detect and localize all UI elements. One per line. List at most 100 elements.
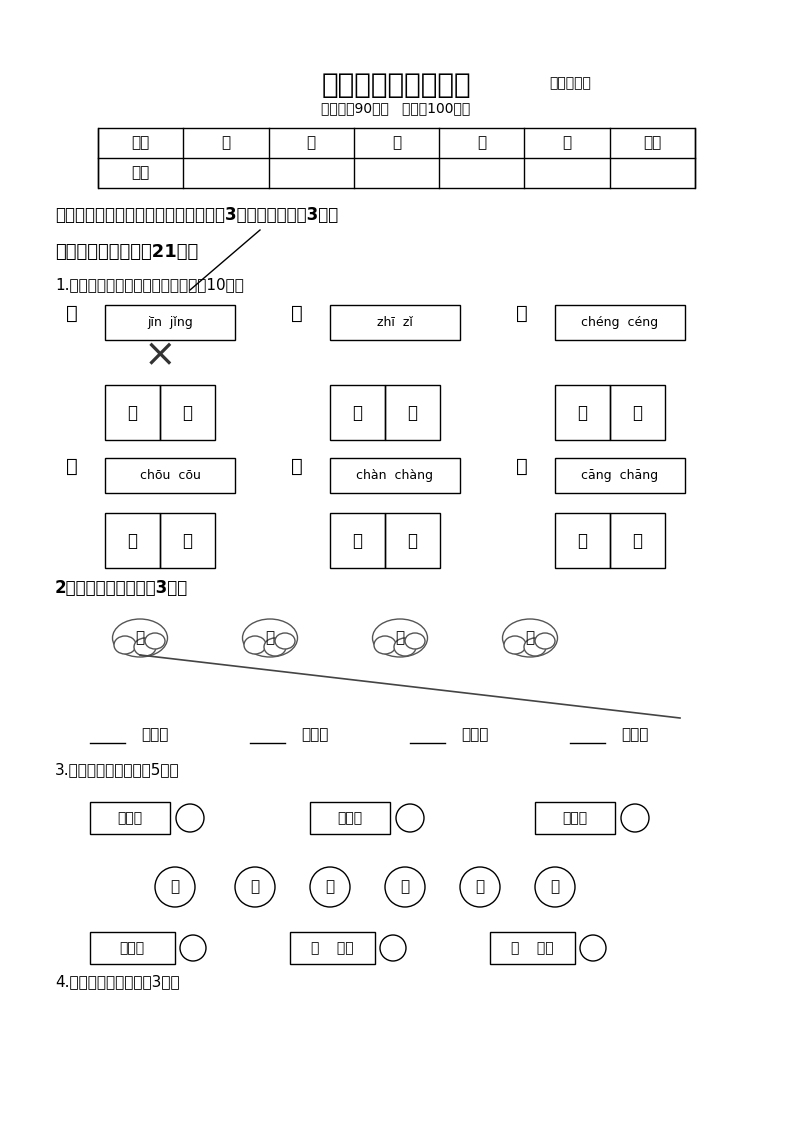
Bar <box>290 932 375 964</box>
Bar <box>490 932 575 964</box>
Text: 叆: 叆 <box>526 631 534 645</box>
Ellipse shape <box>244 636 266 654</box>
Text: 巨: 巨 <box>633 404 642 422</box>
Text: 副: 副 <box>353 532 362 550</box>
Text: 蛔: 蛔 <box>128 532 137 550</box>
Text: 一: 一 <box>221 136 231 150</box>
Text: 着眼睛: 着眼睛 <box>621 727 649 743</box>
Bar <box>160 385 215 440</box>
Ellipse shape <box>503 619 557 657</box>
Circle shape <box>580 935 606 962</box>
Text: 加    得水: 加 得水 <box>511 941 554 955</box>
Circle shape <box>380 935 406 962</box>
Circle shape <box>396 804 424 833</box>
Text: ×: × <box>144 335 176 374</box>
Text: 🦕: 🦕 <box>516 303 528 322</box>
Text: 畏: 畏 <box>266 631 274 645</box>
Circle shape <box>310 867 350 907</box>
Bar <box>610 385 665 440</box>
Ellipse shape <box>134 638 156 656</box>
Bar <box>105 305 235 340</box>
Ellipse shape <box>394 638 416 656</box>
Ellipse shape <box>264 638 286 656</box>
Ellipse shape <box>524 638 546 656</box>
Bar <box>385 513 440 568</box>
Text: 格吕才: 格吕才 <box>120 941 144 955</box>
Text: 卜: 卜 <box>353 404 362 422</box>
Text: 2．照样子连一连。（3分）: 2．照样子连一连。（3分） <box>55 579 188 597</box>
Bar <box>105 513 160 568</box>
Bar <box>90 932 175 964</box>
Bar <box>330 385 385 440</box>
Ellipse shape <box>504 636 526 654</box>
Bar <box>105 458 235 493</box>
Bar <box>535 802 615 834</box>
Text: 二、趣味连连看。（21分）: 二、趣味连连看。（21分） <box>55 243 198 261</box>
Bar <box>98 128 695 188</box>
Text: 垂: 垂 <box>577 404 588 422</box>
Text: 加    添翼: 加 添翼 <box>311 941 354 955</box>
Ellipse shape <box>373 619 427 657</box>
Text: 卩: 卩 <box>251 880 259 894</box>
Text: 🦕: 🦕 <box>291 457 303 476</box>
Bar <box>330 513 385 568</box>
Circle shape <box>235 867 275 907</box>
Text: 🦕: 🦕 <box>291 303 303 322</box>
Bar <box>105 385 160 440</box>
Bar <box>160 513 215 568</box>
Text: 🦕: 🦕 <box>66 457 78 476</box>
Text: 鱼: 鱼 <box>476 880 485 894</box>
Text: 品: 品 <box>633 532 642 550</box>
Text: 3.照样子连成词语。（5分）: 3.照样子连成词语。（5分） <box>55 763 180 778</box>
Text: chéng  céng: chéng céng <box>581 316 658 329</box>
Text: 二: 二 <box>307 136 316 150</box>
Ellipse shape <box>275 633 295 649</box>
Text: 詁: 詁 <box>136 631 144 645</box>
Text: 害胆刁: 害胆刁 <box>338 811 362 825</box>
Circle shape <box>385 867 425 907</box>
Text: 飞风舞: 飞风舞 <box>562 811 588 825</box>
Text: 龙: 龙 <box>550 880 560 894</box>
Text: 五: 五 <box>562 136 572 150</box>
Text: 着衣裳: 着衣裳 <box>301 727 328 743</box>
Text: 着尾巴: 着尾巴 <box>462 727 488 743</box>
Text: 虎: 虎 <box>170 880 179 894</box>
Ellipse shape <box>405 633 425 649</box>
Text: 坡: 坡 <box>396 631 404 645</box>
Text: chàn  chàng: chàn chàng <box>357 469 434 482</box>
Ellipse shape <box>535 633 555 649</box>
Text: 1.把汉字和正确的音节连在一起。（10分）: 1.把汉字和正确的音节连在一起。（10分） <box>55 277 244 293</box>
Bar <box>555 458 685 493</box>
Text: 四: 四 <box>477 136 486 150</box>
Ellipse shape <box>374 636 396 654</box>
Text: 着肚皮: 着肚皮 <box>141 727 169 743</box>
Bar <box>610 513 665 568</box>
Bar <box>310 802 390 834</box>
Text: 评分: 评分 <box>132 166 150 181</box>
Text: 4.照样子，连成句。（3分）: 4.照样子，连成句。（3分） <box>55 975 180 990</box>
Text: 龄: 龄 <box>182 404 193 422</box>
Text: 鼠: 鼠 <box>400 880 409 894</box>
Text: 甘: 甘 <box>408 532 417 550</box>
Text: 步: 步 <box>408 404 417 422</box>
Text: 阳小加: 阳小加 <box>117 811 143 825</box>
Text: 仙: 仙 <box>182 532 193 550</box>
Text: cāng  chāng: cāng chāng <box>581 469 658 482</box>
Circle shape <box>155 867 195 907</box>
Text: 三: 三 <box>392 136 401 150</box>
Text: （时间：90分钟   总分：100分）: （时间：90分钟 总分：100分） <box>321 101 470 114</box>
Bar <box>385 385 440 440</box>
Text: 凤: 凤 <box>325 880 335 894</box>
Text: 题号: 题号 <box>132 136 150 150</box>
Text: 🦕: 🦕 <box>516 457 528 476</box>
Text: jīn  jǐng: jīn jǐng <box>147 316 193 329</box>
Text: 总分: 总分 <box>643 136 661 150</box>
Text: zhī  zǐ: zhī zǐ <box>377 316 413 329</box>
Circle shape <box>180 935 206 962</box>
Text: 小学二年级语文试题: 小学二年级语文试题 <box>321 71 471 99</box>
Text: chōu  cōu: chōu cōu <box>140 469 201 482</box>
Ellipse shape <box>114 636 136 654</box>
Text: 佐: 佐 <box>577 532 588 550</box>
Text: 一、把字写得漂亮、整洁，你就能得到3分的奖励哦！（3分）: 一、把字写得漂亮、整洁，你就能得到3分的奖励哦！（3分） <box>55 206 339 224</box>
Bar <box>555 305 685 340</box>
